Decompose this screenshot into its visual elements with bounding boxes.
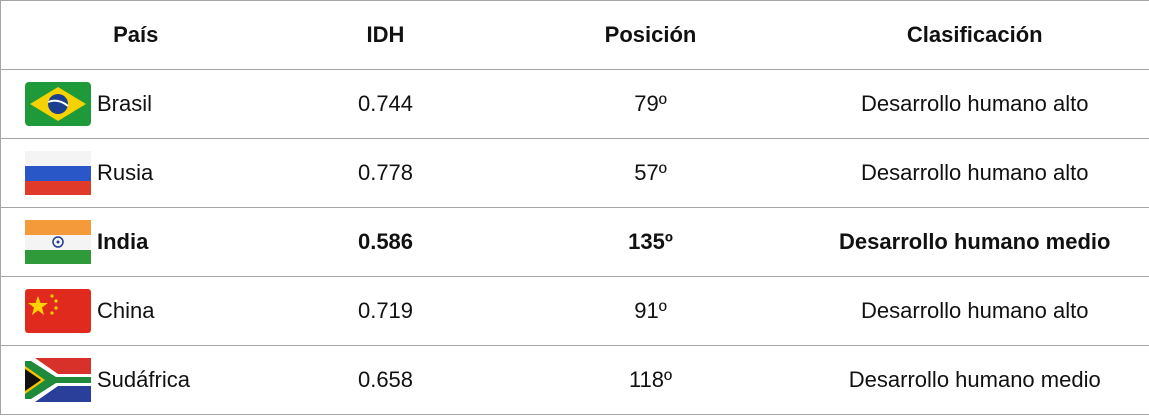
flag: [25, 151, 91, 195]
row: Brasil 0.744 79º Desarrollo humano alto: [0, 69, 1149, 139]
flag: [25, 82, 91, 126]
country-name: India: [97, 229, 149, 254]
country-name: Sudáfrica: [97, 367, 190, 392]
cell: 0.778: [270, 138, 501, 208]
cell: 79º: [500, 69, 801, 139]
cell: 0.744: [270, 69, 501, 139]
row: Rusia 0.778 57º Desarrollo humano alto: [0, 138, 1149, 208]
header-cell: Posición: [500, 0, 801, 70]
header-row: País IDH Posición Clasificación: [0, 0, 1149, 70]
country-name: China: [97, 298, 155, 323]
flag: [25, 289, 91, 333]
cell: Desarrollo humano medio: [800, 345, 1149, 415]
country-cell: Rusia: [0, 138, 271, 208]
cell: 0.719: [270, 276, 501, 346]
cell: Desarrollo humano alto: [800, 69, 1149, 139]
cell: Desarrollo humano alto: [800, 276, 1149, 346]
cell: 0.586: [270, 207, 501, 277]
country-cell: India: [0, 207, 271, 277]
header-cell: Clasificación: [800, 0, 1149, 70]
cell: 0.658: [270, 345, 501, 415]
country-cell: China: [0, 276, 271, 346]
cell: Desarrollo humano alto: [800, 138, 1149, 208]
country-name: Brasil: [97, 91, 153, 116]
country-name: Rusia: [97, 160, 154, 185]
row: China 0.719 91º Desarrollo humano alto: [0, 276, 1149, 346]
cell: 91º: [500, 276, 801, 346]
country-cell: Brasil: [0, 69, 271, 139]
row: India 0.586 135º Desarrollo humano medio: [0, 207, 1149, 277]
row: Sudáfrica 0.658 118º Desarrollo humano m…: [0, 345, 1149, 415]
cell: Desarrollo humano medio: [800, 207, 1149, 277]
header-cell: País: [0, 0, 271, 70]
cell: 57º: [500, 138, 801, 208]
cell: 118º: [500, 345, 801, 415]
flag: [25, 358, 91, 402]
country-cell: Sudáfrica: [0, 345, 271, 415]
cell: 135º: [500, 207, 801, 277]
flag: [25, 220, 91, 264]
header-cell: IDH: [270, 0, 501, 70]
